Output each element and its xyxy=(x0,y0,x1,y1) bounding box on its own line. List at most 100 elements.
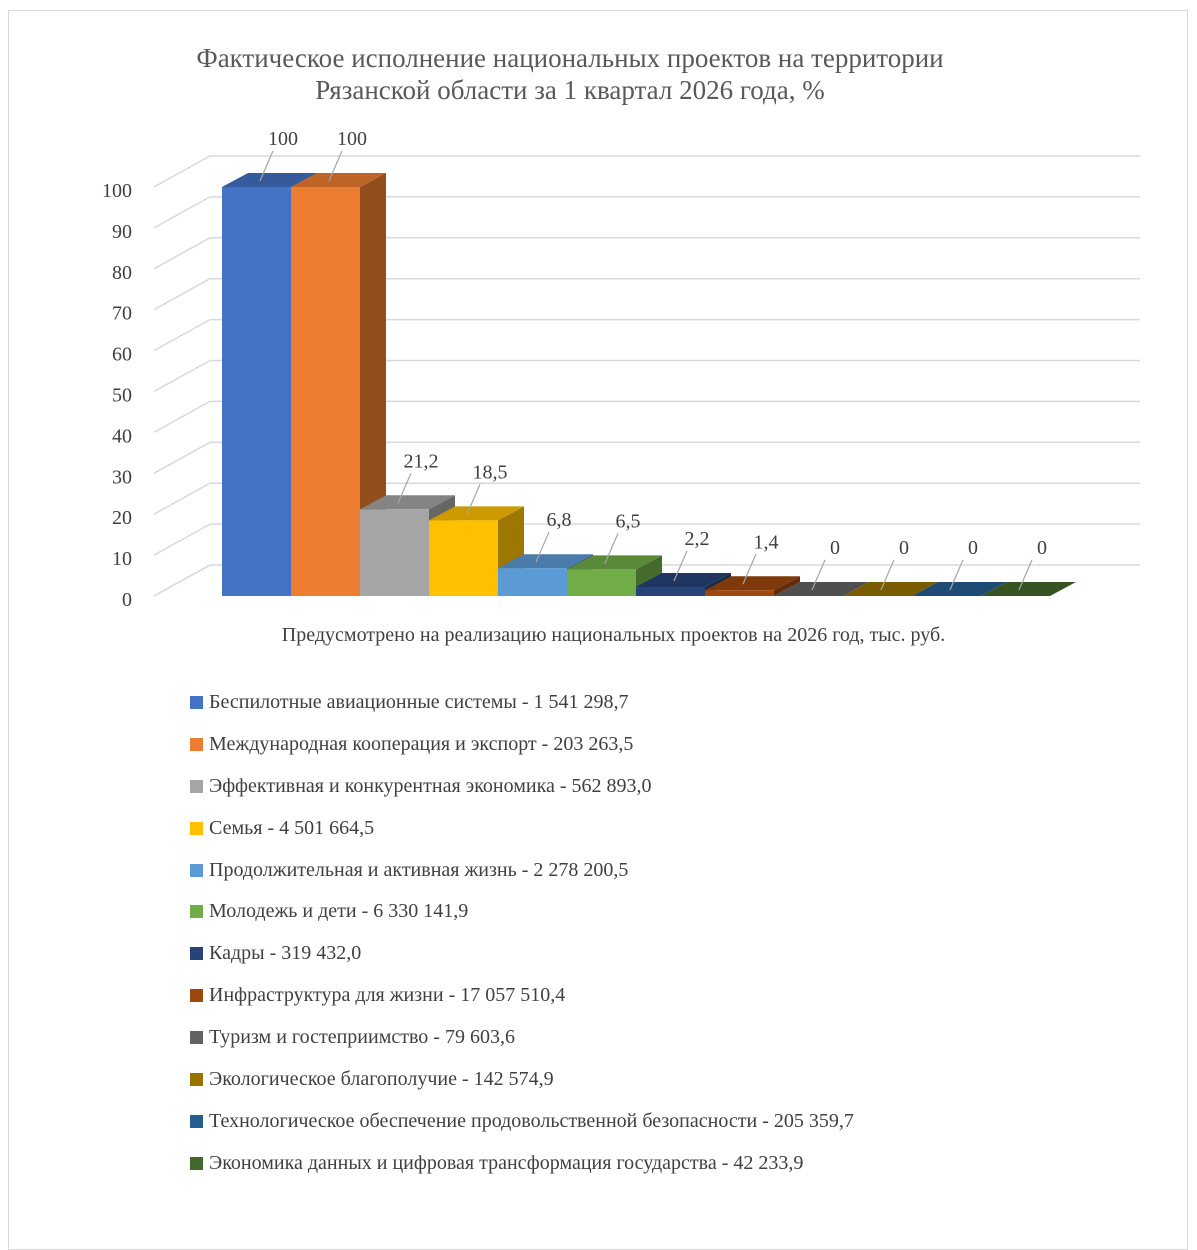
legend-label: Эффективная и конкурентная экономика - 5… xyxy=(209,774,652,797)
legend-swatch xyxy=(190,779,203,793)
bar-top xyxy=(567,555,662,570)
legend-item: Экологическое благополучие - 142 574,9 xyxy=(190,1067,854,1109)
gridline-depth xyxy=(153,237,211,270)
y-tick-label: 50 xyxy=(112,385,132,407)
legend-label: Экономика данных и цифровая трансформаци… xyxy=(209,1151,804,1174)
x-axis-title: Предусмотрено на реализацию национальных… xyxy=(281,624,946,646)
data-label: 6,8 xyxy=(546,509,571,531)
legend-item: Международная кооперация и экспорт - 203… xyxy=(190,732,854,774)
legend-label: Беспилотные авиационные системы - 1 541 … xyxy=(209,691,629,713)
legend-item: Экономика данных и цифровая трансформаци… xyxy=(190,1151,854,1193)
data-label-leader xyxy=(259,150,274,182)
bar xyxy=(222,187,291,596)
bar xyxy=(636,587,705,596)
y-tick-label: 90 xyxy=(112,221,132,243)
legend-item: Кадры - 319 432,0 xyxy=(190,941,854,983)
legend-swatch xyxy=(190,1114,203,1128)
bar-top xyxy=(705,576,800,591)
bar-top xyxy=(774,582,869,596)
data-label-leader xyxy=(673,550,688,582)
legend: Беспилотные авиационные системы - 1 541 … xyxy=(190,690,854,1193)
y-tick-label: 20 xyxy=(112,507,132,529)
chart-title: Фактическое исполнение национальных прое… xyxy=(60,42,1080,106)
legend-swatch xyxy=(190,863,203,877)
gridline-depth xyxy=(153,155,211,188)
bar xyxy=(429,520,498,596)
data-label-leader xyxy=(1018,559,1033,591)
legend-label: Технологическое обеспечение продовольств… xyxy=(209,1109,854,1132)
gridline-depth xyxy=(153,278,211,311)
data-label-leader xyxy=(742,554,757,585)
chart-title-line-1: Фактическое исполнение национальных прое… xyxy=(196,43,944,73)
legend-label: Кадры - 319 432,0 xyxy=(209,942,362,965)
legend-label: Международная кооперация и экспорт - 203… xyxy=(209,732,634,755)
chart-title-line-2: Рязанской области за 1 квартал 2026 года… xyxy=(315,75,825,105)
legend-label: Экологическое благополучие - 142 574,9 xyxy=(209,1068,554,1091)
legend-label: Инфраструктура для жизни - 17 057 510,4 xyxy=(209,984,566,1007)
legend-swatch xyxy=(190,737,203,751)
legend-label: Молодежь и дети - 6 330 141,9 xyxy=(209,900,469,923)
y-tick-label: 30 xyxy=(112,466,132,488)
legend-item: Инфраструктура для жизни - 17 057 510,4 xyxy=(190,983,854,1025)
y-tick-label: 100 xyxy=(102,180,132,202)
bar-top xyxy=(912,582,1007,596)
data-label-leader xyxy=(949,559,964,591)
data-label-leader xyxy=(535,531,550,563)
data-label: 0 xyxy=(899,537,909,559)
data-label-leader xyxy=(466,484,481,515)
data-label: 6,5 xyxy=(615,510,640,532)
y-tick-label: 80 xyxy=(112,262,132,284)
gridline-depth xyxy=(153,400,211,434)
bar-top xyxy=(291,173,386,187)
y-tick-label: 40 xyxy=(112,425,132,447)
data-label: 100 xyxy=(337,128,367,150)
gridline-depth xyxy=(153,359,211,393)
y-tick-label: 0 xyxy=(122,589,132,611)
bar-top xyxy=(498,554,593,569)
legend-swatch xyxy=(190,696,203,709)
legend-item: Туризм и гостеприимство - 79 603,6 xyxy=(190,1025,854,1067)
legend-item: Технологическое обеспечение продовольств… xyxy=(190,1109,854,1151)
bar xyxy=(291,187,360,596)
legend-label: Туризм и гостеприимство - 79 603,6 xyxy=(209,1026,515,1049)
y-tick-label: 70 xyxy=(112,303,132,325)
bar-top xyxy=(429,506,524,521)
data-label-leader xyxy=(811,559,826,591)
bar-side xyxy=(360,173,386,596)
legend-item: Продолжительная и активная жизнь - 2 278… xyxy=(190,858,854,900)
gridline-depth xyxy=(153,318,211,352)
y-tick-label: 10 xyxy=(112,548,132,570)
data-label: 1,4 xyxy=(753,531,778,553)
gridline-depth xyxy=(153,441,211,474)
legend-swatch xyxy=(190,905,203,919)
legend-swatch xyxy=(190,1156,203,1170)
y-tick-label: 60 xyxy=(112,344,132,366)
legend-item: Беспилотные авиационные системы - 1 541 … xyxy=(190,690,854,732)
bar-top xyxy=(636,573,731,588)
bar xyxy=(705,590,774,596)
legend-swatch xyxy=(190,821,203,835)
legend-item: Молодежь и дети - 6 330 141,9 xyxy=(190,899,854,941)
gridline-depth xyxy=(153,482,211,515)
bar-top xyxy=(360,495,455,510)
data-label: 18,5 xyxy=(472,461,507,483)
bar-top xyxy=(981,582,1076,596)
data-label: 100 xyxy=(268,128,298,150)
legend-item: Семья - 4 501 664,5 xyxy=(190,816,854,858)
gridline-depth xyxy=(153,523,211,556)
data-label: 0 xyxy=(1037,537,1047,559)
legend-swatch xyxy=(190,989,203,1003)
data-label-leader xyxy=(880,559,895,591)
legend-label: Продолжительная и активная жизнь - 2 278… xyxy=(209,858,629,881)
floor-edge xyxy=(153,564,211,597)
data-label-leader xyxy=(328,150,343,182)
bar-top xyxy=(843,582,938,596)
legend-swatch xyxy=(190,1073,203,1087)
legend-swatch xyxy=(190,1031,203,1045)
bar xyxy=(567,569,636,596)
data-label: 2,2 xyxy=(684,528,709,550)
legend-item: Эффективная и конкурентная экономика - 5… xyxy=(190,774,854,816)
legend-label: Семья - 4 501 664,5 xyxy=(209,816,375,839)
gridline-depth xyxy=(153,196,211,229)
